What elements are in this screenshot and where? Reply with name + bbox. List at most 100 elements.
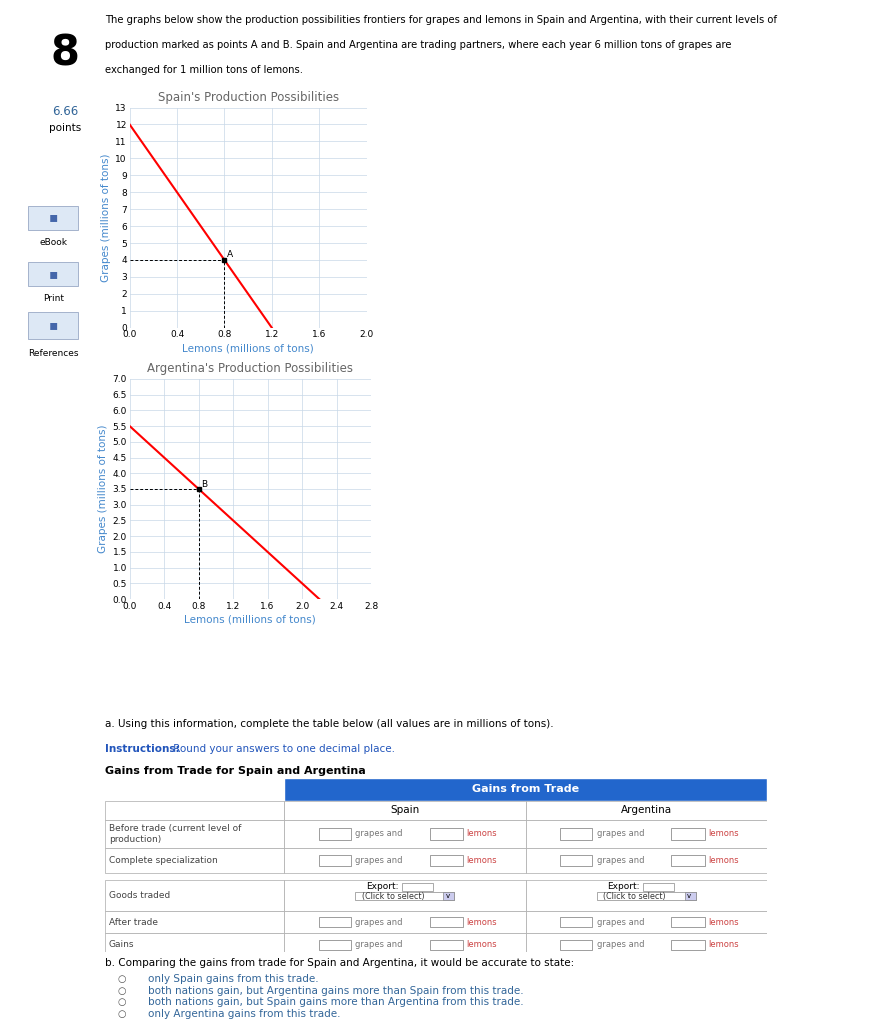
Text: B: B [201,480,207,489]
Bar [671,940,704,950]
Bar [284,819,526,848]
X-axis label: Lemons (millions of tons): Lemons (millions of tons) [182,344,314,353]
Bar [526,819,767,848]
Text: ▪: ▪ [48,267,58,281]
Text: both nations gain, but Argentina gains more than Spain from this trade.: both nations gain, but Argentina gains m… [148,986,524,995]
Text: ▪: ▪ [48,318,58,332]
Text: lemons: lemons [708,918,738,927]
Text: Before trade (current level of
production): Before trade (current level of productio… [109,824,241,844]
Text: exchanged for 1 million tons of lemons.: exchanged for 1 million tons of lemons. [105,65,303,75]
Bar [685,892,696,900]
Text: Export:: Export: [607,883,640,892]
Text: points: points [48,123,81,133]
Bar [319,827,350,841]
Bar [105,934,284,956]
Text: After trade: After trade [109,918,158,927]
Bar [561,827,592,841]
Text: both nations gain, but Spain gains more than Argentina from this trade.: both nations gain, but Spain gains more … [148,997,524,1008]
Bar [355,892,454,900]
Text: eBook: eBook [39,238,67,247]
Bar [319,916,350,927]
Text: lemons: lemons [467,856,497,865]
Bar [401,883,433,891]
Text: grapes and: grapes and [355,829,402,839]
Text: 6.66: 6.66 [52,104,78,118]
Bar [561,855,592,866]
Text: Instructions:: Instructions: [105,743,180,754]
Text: grapes and: grapes and [355,856,402,865]
Bar [526,848,767,872]
Text: grapes and: grapes and [596,940,645,949]
FancyBboxPatch shape [29,206,78,229]
Text: Gains: Gains [109,940,134,949]
Text: b. Comparing the gains from trade for Spain and Argentina, it would be accurate : b. Comparing the gains from trade for Sp… [105,957,575,968]
Text: Print: Print [43,294,63,303]
Text: only Argentina gains from this trade.: only Argentina gains from this trade. [148,1009,341,1019]
Text: a. Using this information, complete the table below (all values are in millions : a. Using this information, complete the … [105,719,554,729]
Text: ○: ○ [117,1009,126,1019]
Text: Gains from Trade: Gains from Trade [472,784,579,795]
Text: grapes and: grapes and [596,829,645,839]
Text: Goods traded: Goods traded [109,891,170,900]
Bar [105,848,284,872]
Text: lemons: lemons [708,829,738,839]
Text: lemons: lemons [708,856,738,865]
Bar [526,881,767,910]
Bar [526,801,767,819]
X-axis label: Lemons (millions of tons): Lemons (millions of tons) [184,615,316,625]
Text: lemons: lemons [467,918,497,927]
Bar [284,934,526,956]
Text: Complete specialization: Complete specialization [109,856,217,865]
Text: lemons: lemons [467,940,497,949]
FancyBboxPatch shape [29,311,78,339]
Text: only Spain gains from this trade.: only Spain gains from this trade. [148,974,319,984]
Bar [319,940,350,950]
Title: Spain's Production Possibilities: Spain's Production Possibilities [157,90,339,103]
Text: grapes and: grapes and [596,856,645,865]
Y-axis label: Grapes (millions of tons): Grapes (millions of tons) [101,154,111,282]
Bar [284,881,526,910]
Y-axis label: Grapes (millions of tons): Grapes (millions of tons) [98,425,108,553]
Bar [284,778,767,801]
Bar [319,855,350,866]
Text: ○: ○ [117,997,126,1008]
FancyBboxPatch shape [29,262,78,286]
Bar [284,801,526,819]
Bar [561,940,592,950]
Text: (Click to select): (Click to select) [603,892,666,901]
Bar [643,883,674,891]
Text: (Click to select): (Click to select) [362,892,425,901]
Bar [526,934,767,956]
Bar [526,910,767,934]
Text: Export:: Export: [366,883,398,892]
Bar [430,855,463,866]
Bar [430,940,463,950]
Text: ○: ○ [117,974,126,984]
Bar [105,881,284,910]
Bar [105,819,284,848]
Text: The graphs below show the production possibilities frontiers for grapes and lemo: The graphs below show the production pos… [105,15,778,26]
Text: grapes and: grapes and [355,918,402,927]
Text: v: v [687,893,691,899]
Bar [430,827,463,841]
Text: lemons: lemons [708,940,738,949]
Text: A: A [227,251,233,259]
Bar [671,827,704,841]
Text: grapes and: grapes and [355,940,402,949]
Bar [671,855,704,866]
Bar [284,848,526,872]
Bar [284,910,526,934]
Bar [561,916,592,927]
Text: ▪: ▪ [48,211,58,224]
Text: grapes and: grapes and [596,918,645,927]
Bar [443,892,454,900]
Text: production marked as points A and B. Spain and Argentina are trading partners, w: production marked as points A and B. Spa… [105,40,732,50]
Text: lemons: lemons [467,829,497,839]
Bar [671,916,704,927]
Text: Argentina: Argentina [620,805,672,815]
Text: Gains from Trade for Spain and Argentina: Gains from Trade for Spain and Argentina [105,766,367,776]
Text: References: References [28,349,79,357]
Text: Round your answers to one decimal place.: Round your answers to one decimal place. [170,743,395,754]
Text: Spain: Spain [390,805,419,815]
Bar [596,892,696,900]
